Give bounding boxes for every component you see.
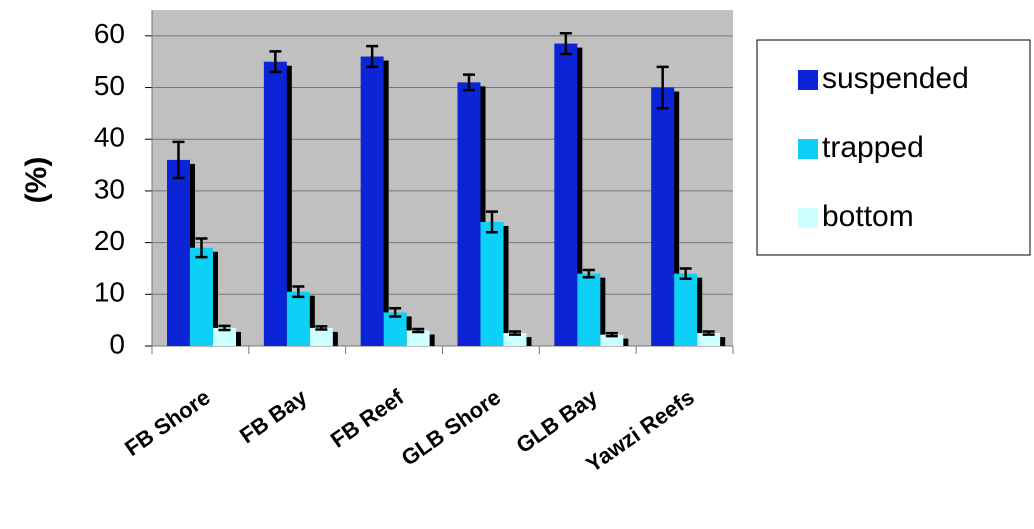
x-tick-label: GLB Bay	[511, 384, 602, 458]
bar	[697, 333, 721, 346]
bar	[406, 330, 430, 346]
bar	[600, 334, 624, 346]
legend-label: bottom	[822, 200, 914, 233]
error-bar	[292, 285, 305, 299]
legend-label: trapped	[822, 131, 924, 164]
error-bar	[582, 268, 595, 279]
error-bar	[172, 140, 185, 180]
bar	[190, 247, 213, 346]
error-bar	[315, 325, 328, 331]
error-bar	[389, 307, 402, 318]
legend-swatch	[798, 139, 818, 159]
error-bar	[656, 65, 669, 110]
bar	[213, 327, 236, 346]
bar	[651, 87, 675, 347]
x-tick-label: GLB Shore	[397, 384, 505, 470]
bar	[309, 327, 333, 346]
y-tick-label: 30	[94, 173, 125, 204]
bar	[360, 56, 384, 347]
bar	[554, 43, 578, 346]
error-bar	[605, 331, 618, 338]
error-bar	[463, 73, 475, 92]
error-bar	[509, 330, 521, 336]
x-tick-label: FB Bay	[235, 384, 312, 448]
bar	[263, 61, 287, 346]
error-bar	[486, 210, 498, 234]
x-tick-label: FB Shore	[120, 384, 214, 461]
error-bar	[218, 324, 231, 332]
legend-swatch	[798, 208, 818, 228]
error-bar	[679, 267, 692, 281]
y-tick-label: 40	[94, 122, 125, 153]
bar	[286, 291, 310, 346]
error-bar	[269, 50, 282, 74]
x-tick-label: Yawzi Reefs	[581, 384, 699, 477]
bar	[577, 273, 601, 346]
y-tick-label: 10	[94, 277, 125, 308]
error-bar	[559, 32, 572, 56]
legend-label: suspended	[822, 62, 969, 95]
bar	[457, 82, 481, 346]
error-bar	[412, 327, 425, 334]
bar	[674, 273, 698, 346]
y-axis-label: (%)	[20, 157, 53, 204]
x-tick-label: FB Reef	[326, 384, 409, 453]
error-bar	[195, 237, 208, 259]
y-tick-label: 60	[94, 18, 125, 49]
plot-area	[152, 10, 733, 346]
legend-swatch	[798, 70, 818, 90]
bar	[503, 333, 527, 346]
bar	[383, 312, 407, 346]
error-bar	[366, 44, 379, 69]
y-tick-label: 0	[109, 328, 125, 359]
bar	[167, 159, 190, 346]
bar	[480, 221, 504, 346]
y-tick-label: 50	[94, 70, 125, 101]
y-tick-label: 20	[94, 225, 125, 256]
error-bar	[702, 330, 715, 336]
